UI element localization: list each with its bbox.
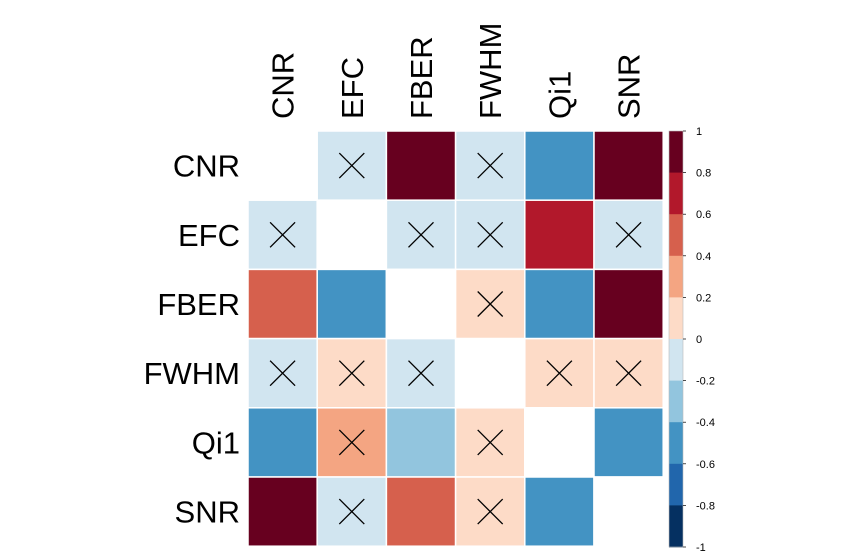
colorbar-tick-label: 1 xyxy=(696,126,702,138)
row-label-efc: EFC xyxy=(178,218,240,253)
cell-cnr-cnr xyxy=(247,130,318,201)
colorbar-legend: 1 0.8 0.6 0.4 0.2 0 -0.2 -0.4 -0.6 -0.8 -1 xyxy=(668,126,715,554)
cell-qi1-qi1 xyxy=(524,407,595,478)
colorbar-tick-label: 0.8 xyxy=(696,168,711,180)
colorbar-segment xyxy=(669,422,683,465)
colorbar-tick-label: -1 xyxy=(696,542,706,554)
cell-fber-snr xyxy=(593,268,664,340)
cell-efc-qi1 xyxy=(524,199,595,271)
cross-fwhm-snr xyxy=(615,360,642,387)
significance-crosses xyxy=(269,152,642,525)
cross-qi1-fwhm xyxy=(477,429,504,456)
column-label-qi1: Qi1 xyxy=(542,71,577,119)
cross-efc-fber xyxy=(408,221,434,248)
colorbar-tick-label: -0.6 xyxy=(696,459,715,471)
cross-fwhm-fber xyxy=(408,360,434,387)
cross-fwhm-qi1 xyxy=(546,360,573,387)
cross-efc-fwhm xyxy=(477,221,504,248)
cross-fwhm-efc xyxy=(338,360,365,387)
cross-cnr-efc xyxy=(338,152,365,179)
cross-fber-fwhm xyxy=(477,291,504,317)
cell-qi1-cnr xyxy=(247,407,318,478)
colorbar-tick-label: 0 xyxy=(696,334,702,346)
row-label-fber: FBER xyxy=(157,287,240,322)
cell-cnr-qi1 xyxy=(524,130,595,201)
row-label-qi1: Qi1 xyxy=(192,425,240,460)
cell-qi1-fwhm xyxy=(454,407,526,478)
column-labels: CNR EFC FBER FWHM Qi1 SNR xyxy=(266,23,647,119)
colorbar-segment xyxy=(669,505,683,548)
cell-snr-fber xyxy=(385,476,457,547)
colorbar-segment xyxy=(669,172,683,215)
row-label-snr: SNR xyxy=(175,495,240,530)
cell-qi1-snr xyxy=(593,407,664,478)
cell-fber-cnr xyxy=(247,268,318,340)
cell-fwhm-cnr xyxy=(247,337,318,409)
row-label-fwhm: FWHM xyxy=(144,356,240,391)
colorbar-segment xyxy=(669,297,683,340)
colorbar-segment xyxy=(669,339,683,382)
cell-snr-qi1 xyxy=(524,476,595,547)
colorbar-segment xyxy=(669,214,683,257)
cell-cnr-snr xyxy=(593,130,664,201)
column-label-snr: SNR xyxy=(612,54,647,119)
cell-snr-snr xyxy=(593,476,664,547)
colorbar-segment xyxy=(669,463,683,506)
colorbar-segment xyxy=(669,255,683,298)
column-label-fwhm: FWHM xyxy=(473,23,508,119)
colorbar-segment xyxy=(669,380,683,423)
cell-efc-efc xyxy=(316,199,388,271)
cell-qi1-fber xyxy=(385,407,457,478)
cell-fber-qi1 xyxy=(524,268,595,340)
cell-fwhm-fwhm xyxy=(454,337,526,409)
column-label-cnr: CNR xyxy=(266,52,301,119)
cross-snr-fwhm xyxy=(477,498,504,525)
cross-fwhm-cnr xyxy=(269,360,296,387)
colorbar-tick-label: -0.8 xyxy=(696,500,715,512)
cross-efc-snr xyxy=(615,221,642,248)
column-label-efc: EFC xyxy=(335,57,370,119)
cell-fber-efc xyxy=(316,268,388,340)
cell-cnr-fber xyxy=(385,130,457,201)
cross-qi1-efc xyxy=(338,429,365,456)
column-label-fber: FBER xyxy=(404,36,439,119)
cell-fber-fber xyxy=(385,268,457,340)
colorbar-tick-label: -0.2 xyxy=(696,376,715,388)
colorbar-segment xyxy=(669,131,683,174)
heatmap-cells xyxy=(247,130,664,547)
row-labels: CNR EFC FBER FWHM Qi1 SNR xyxy=(144,149,240,530)
colorbar-tick-label: -0.4 xyxy=(696,417,715,429)
cross-snr-efc xyxy=(338,498,365,525)
row-label-cnr: CNR xyxy=(173,149,240,184)
cross-cnr-fwhm xyxy=(477,152,504,179)
cross-efc-cnr xyxy=(269,221,296,248)
cell-snr-cnr xyxy=(247,476,318,547)
colorbar-tick-label: 0.2 xyxy=(696,292,711,304)
colorbar-tick-label: 0.4 xyxy=(696,251,711,263)
colorbar-tick-label: 0.6 xyxy=(696,209,711,221)
